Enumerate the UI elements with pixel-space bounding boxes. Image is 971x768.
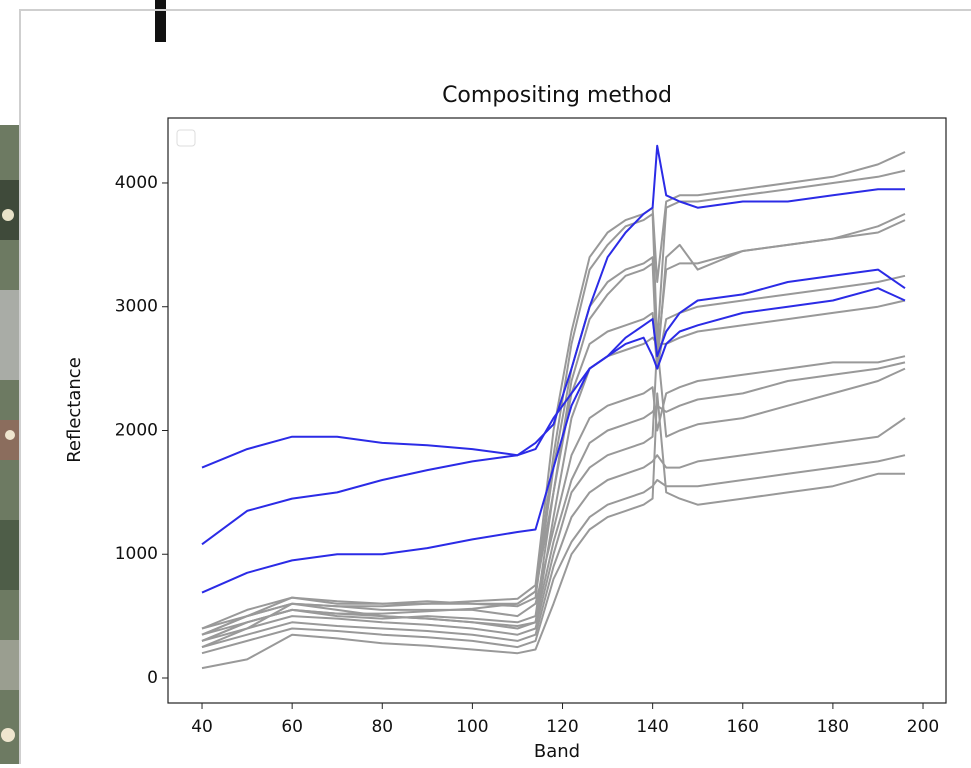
x-tick-label: 200 [907,717,939,737]
legend-box [176,129,196,147]
x-tick-label: 140 [636,717,668,737]
series-line [201,169,906,642]
x-tick-label: 100 [456,717,488,737]
background-image-strip [0,125,20,764]
x-tick-label: 120 [546,717,578,737]
y-tick-label: 2000 [115,420,158,440]
y-tick-label: 0 [147,668,158,688]
series-line [201,151,906,636]
x-axis-label: Band [534,741,580,762]
window-border [19,9,971,764]
y-tick-label: 4000 [115,173,158,193]
series-line [201,144,905,469]
x-tick-label: 160 [727,717,759,737]
series-line [201,417,906,649]
plot-frame [167,117,947,704]
series-line [201,355,906,630]
x-tick-label: 60 [281,717,303,737]
x-tick-label: 80 [371,717,393,737]
y-tick-label: 1000 [115,544,158,564]
series-line [201,392,905,670]
y-tick-label: 3000 [115,297,158,317]
series-line [201,454,906,655]
series-line [201,287,906,594]
cursor-bar [155,0,166,42]
x-tick-label: 40 [191,717,213,737]
y-axis-label: Reflectance [64,357,85,463]
series-line [201,268,906,546]
chart-title: Compositing method [442,83,672,108]
series-line [201,342,906,642]
series-line [201,212,906,642]
x-tick-label: 180 [817,717,849,737]
